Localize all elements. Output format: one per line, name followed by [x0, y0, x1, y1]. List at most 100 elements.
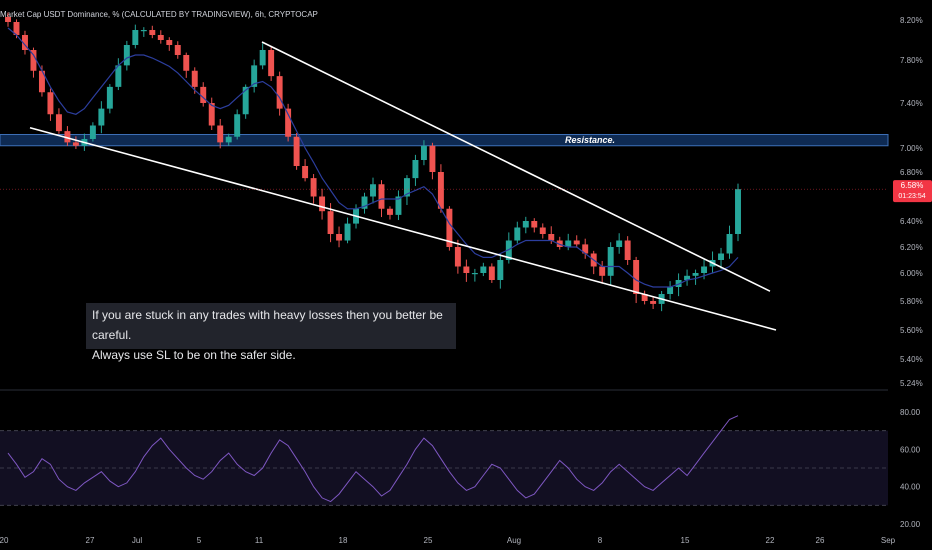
candle-body — [531, 221, 538, 228]
candle-body — [13, 22, 20, 35]
time-tick-label: 25 — [424, 536, 433, 545]
candle-body — [471, 273, 478, 275]
annotation-line-1: If you are stuck in any trades with heav… — [92, 308, 443, 342]
candle-body — [47, 92, 54, 115]
last-price-countdown: 01:23:54 — [898, 193, 925, 200]
price-tick-label: 6.40% — [900, 217, 923, 226]
chart-title: Market Cap USDT Dominance, % (CALCULATED… — [0, 10, 318, 19]
candle-body — [420, 145, 427, 160]
candle-body — [480, 266, 487, 273]
candle-body — [22, 35, 28, 50]
candle-body — [539, 227, 546, 234]
candle-body — [157, 35, 164, 40]
time-tick-label: Aug — [507, 536, 521, 545]
time-tick-label: 8 — [598, 536, 603, 545]
candle-body — [650, 301, 657, 304]
trendline-upper — [261, 41, 771, 292]
candle-body — [378, 184, 385, 209]
candle-body — [488, 266, 495, 280]
candle-body — [718, 253, 724, 260]
candle-body — [55, 114, 62, 132]
candle-body — [38, 70, 45, 93]
annotation-note: If you are stuck in any trades with heav… — [86, 303, 456, 362]
candle-body — [319, 196, 326, 212]
candle-body — [701, 266, 708, 273]
candle-body — [183, 55, 190, 71]
candle-body — [429, 145, 436, 172]
price-tick-label: 5.40% — [900, 355, 923, 364]
candle-body — [166, 40, 173, 45]
candle-body — [225, 136, 232, 143]
price-tick-label: 6.80% — [900, 168, 923, 177]
candle-body — [675, 280, 682, 287]
price-tick-label: 6.00% — [900, 269, 923, 278]
time-tick-label: 20 — [0, 536, 9, 545]
resistance-zone — [0, 134, 889, 147]
price-tick-label: 7.80% — [900, 56, 923, 65]
time-tick-label: 5 — [197, 536, 202, 545]
candle-body — [565, 240, 572, 247]
candle-body — [582, 244, 589, 254]
rsi-tick-label: 20.00 — [900, 520, 921, 529]
time-tick-label: 18 — [339, 536, 348, 545]
candle-body — [641, 294, 648, 301]
time-tick-label: 26 — [816, 536, 825, 545]
price-tick-label: 5.24% — [900, 379, 923, 388]
price-tick-label: 6.20% — [900, 243, 923, 252]
candle-body — [336, 234, 343, 241]
candle-body — [72, 142, 79, 146]
resistance-label: Resistance. — [565, 135, 615, 145]
price-tick-label: 7.00% — [900, 144, 923, 153]
candle-body — [361, 196, 368, 209]
candle-body — [149, 30, 156, 35]
candle-body — [344, 223, 351, 241]
time-tick-label: Jul — [132, 536, 142, 545]
candle-body — [437, 172, 444, 209]
candle-body — [208, 103, 215, 126]
moving-average-line — [7, 27, 739, 288]
candle-body — [624, 240, 631, 260]
candle-body — [174, 45, 181, 55]
candle-body — [302, 166, 309, 179]
rsi-tick-label: 80.00 — [900, 408, 921, 417]
candle-body — [633, 260, 640, 294]
candle-body — [726, 234, 733, 254]
candle-body — [556, 240, 563, 247]
candle-body — [446, 208, 453, 247]
candle-body — [395, 196, 402, 215]
candle-body — [268, 50, 275, 77]
candle-body — [5, 17, 11, 22]
price-tick-label: 8.20% — [900, 16, 923, 25]
candle-body — [522, 221, 529, 228]
rsi-line — [7, 415, 739, 503]
candle-body — [497, 260, 504, 280]
candle-body — [115, 65, 122, 87]
candle-body — [454, 247, 461, 267]
candle-body — [251, 65, 258, 87]
annotation-line-2: Always use SL to be on the safer side. — [92, 348, 296, 362]
candle-body — [106, 86, 113, 109]
candle-body — [285, 108, 292, 137]
candle-body — [370, 184, 376, 197]
candle-body — [259, 50, 266, 66]
candle-body — [616, 240, 623, 247]
candle-body — [514, 227, 521, 241]
rsi-tick-label: 40.00 — [900, 483, 921, 492]
candle-body — [607, 247, 614, 276]
candle-body — [242, 86, 249, 115]
candle-body — [191, 70, 198, 87]
candle-body — [234, 114, 241, 137]
candle-body — [276, 76, 283, 109]
candle-body — [403, 178, 410, 197]
price-tick-label: 7.40% — [900, 99, 923, 108]
candle-body — [463, 266, 470, 273]
candle-body — [667, 287, 674, 294]
candle-body — [89, 125, 96, 139]
trendline-lower — [29, 126, 777, 331]
candle-body — [548, 234, 555, 241]
candle-body — [30, 50, 37, 71]
time-tick-label: 15 — [681, 536, 690, 545]
candle-body — [293, 136, 300, 166]
